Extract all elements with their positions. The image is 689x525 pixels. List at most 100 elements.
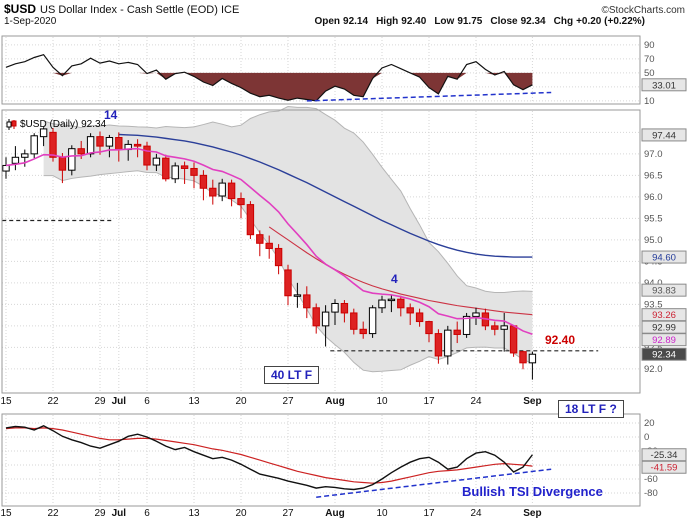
candle-body [425,321,433,335]
candle-body [387,298,396,302]
x-axis-label: 20 [235,396,247,407]
axis-label: 20 [644,418,655,429]
x-axis-label: 29 [94,396,106,407]
candle-body [2,164,10,172]
close-value: 92.34 [520,16,546,27]
candle-body [331,302,339,313]
price-flag [641,460,687,474]
price-flag [641,78,687,92]
candle-body [105,137,114,147]
axis-label: 0 [644,432,649,443]
x-axis-label: 17 [423,396,435,407]
candle-body [30,135,38,155]
x-axis-label: 22 [47,396,59,407]
symbol: $USD [4,2,37,16]
x-axis-label: 27 [282,508,294,519]
x-axis-label: 29 [94,508,106,519]
candle-body [265,242,273,249]
x-axis-top: 15 22 29 Jul 6 13 20 27 Aug 10 17 24 Sep [0,396,689,408]
candle-body [444,329,452,357]
price-flag-label: 92.34 [652,350,676,361]
axis-label: 90 [644,40,655,51]
x-axis-label: 17 [423,508,435,519]
panel-border [1,109,641,394]
legend-label: $USD (Daily) 92.34 [20,119,107,130]
candle-body [406,307,414,314]
x-axis-label: Aug [325,396,345,407]
candle-body [49,131,57,158]
candle-body [528,353,537,364]
price-flag [641,128,687,142]
candle-body [491,325,499,330]
candle-body [152,157,161,166]
candle-body [115,137,123,151]
oscillator-trendline [306,91,552,102]
candle-body [227,182,236,200]
price-flag-label: 93.83 [652,286,676,297]
x-axis-label: 15 [0,396,12,407]
panel-border [1,35,641,105]
axis-label: 50 [644,68,655,79]
price-flag [641,347,687,361]
candle-body [519,351,527,364]
axis-label: 70 [644,54,655,65]
x-axis-label: Jul [111,508,127,519]
axis-label: 93.5 [644,299,663,310]
x-axis-label: 13 [188,508,200,519]
candle-body [340,302,349,314]
x-axis-label: Sep [523,508,542,519]
candle-body [209,187,217,197]
main-chart-legend: $USD (Daily) 92.34 [6,119,106,130]
low-value: 91.75 [457,16,483,27]
x-axis-label: 6 [144,508,150,519]
chart-date: 1-Sep-2020 [4,16,57,27]
price-flag-label: 93.26 [652,310,676,321]
candle-body [143,145,151,166]
candle-body [312,307,320,327]
x-axis-label: 10 [376,396,388,407]
candle-body [21,153,29,158]
candle-body [368,307,377,335]
candle-body [434,333,443,357]
x-axis-label: 22 [47,508,59,519]
price-flag-label: 92.99 [652,323,676,334]
red-ma-line [268,226,533,316]
price-flag [641,333,687,347]
oscillator-fill [6,72,533,101]
candle-body [274,247,283,267]
candle-body [509,325,518,354]
stockcharts-credit: ©StockCharts.com [601,5,685,16]
price-flag-label: 94.60 [652,253,676,264]
axis-label: 92.0 [644,364,663,375]
candle-body [180,165,189,169]
candle-body [190,167,198,176]
header-row: $USD US Dollar Index - Cash Settle (EOD)… [4,2,685,16]
candlestick-icon [6,119,17,130]
candle-body [293,294,302,297]
lt18-annotation-box: 18 LT F ? [558,400,624,418]
price-flag-label: -41.59 [651,463,678,474]
axis-label: -60 [644,474,658,485]
x-axis-label: 24 [470,508,482,519]
axis-label: -80 [644,488,658,499]
open-value: 92.14 [343,16,369,27]
candle-body [86,136,95,155]
candle-body [350,312,358,330]
subheader-row: 1-Sep-2020 Open 92.14 High 92.40 Low 91.75 Clo… [4,16,685,29]
x-axis-label: 10 [376,508,388,519]
price-flag-label: -25.34 [651,450,678,461]
candle-body [415,312,424,323]
candle-body [303,294,311,309]
candle-body [11,156,20,164]
candle-body [39,128,48,138]
open-label: Open [314,16,341,27]
bollinger-upper-line [43,106,533,294]
price-level-annotation: 92.40 [545,333,576,347]
ema-line [5,147,533,336]
candle-body [321,311,330,327]
divergence-annotation: Bullish TSI Divergence [462,484,603,499]
x-axis-label: Jul [111,396,127,407]
axis-label: 94.0 [644,278,663,289]
candle-body [397,298,405,309]
